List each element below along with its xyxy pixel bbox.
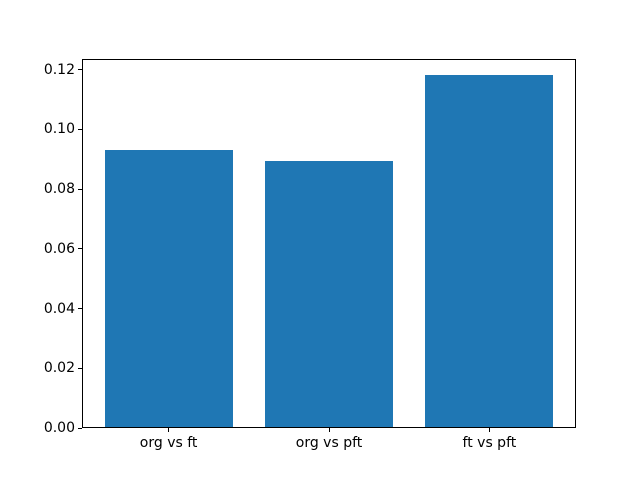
x-tick-mark: [168, 428, 170, 432]
y-tick-label: 0.02: [43, 360, 75, 377]
y-tick-label: 0.10: [43, 121, 75, 138]
bar-org-vs-ft: [105, 150, 234, 427]
bar-org-vs-pft: [265, 161, 393, 427]
y-tick-mark: [78, 427, 82, 429]
y-tick-label: 0.08: [43, 181, 75, 197]
bar-ft-vs-pft: [424, 75, 553, 427]
y-tick-mark: [78, 69, 82, 70]
y-tick-mark: [78, 308, 82, 309]
x-tick-label: ft vs pft: [462, 435, 517, 451]
x-tick-mark: [488, 428, 490, 432]
x-tick-label: org vs pft: [295, 435, 363, 451]
y-tick-mark: [78, 248, 82, 250]
y-tick-mark: [78, 188, 82, 190]
y-tick-label: 0.00: [43, 420, 75, 436]
y-tick-mark: [78, 367, 82, 369]
x-tick-label: org vs ft: [139, 435, 198, 451]
y-tick-mark: [78, 128, 82, 130]
x-tick-mark: [328, 428, 330, 432]
y-tick-label: 0.12: [43, 61, 75, 78]
y-tick-label: 0.04: [43, 300, 75, 317]
plot-area: [82, 59, 576, 428]
y-tick-label: 0.06: [43, 240, 75, 257]
